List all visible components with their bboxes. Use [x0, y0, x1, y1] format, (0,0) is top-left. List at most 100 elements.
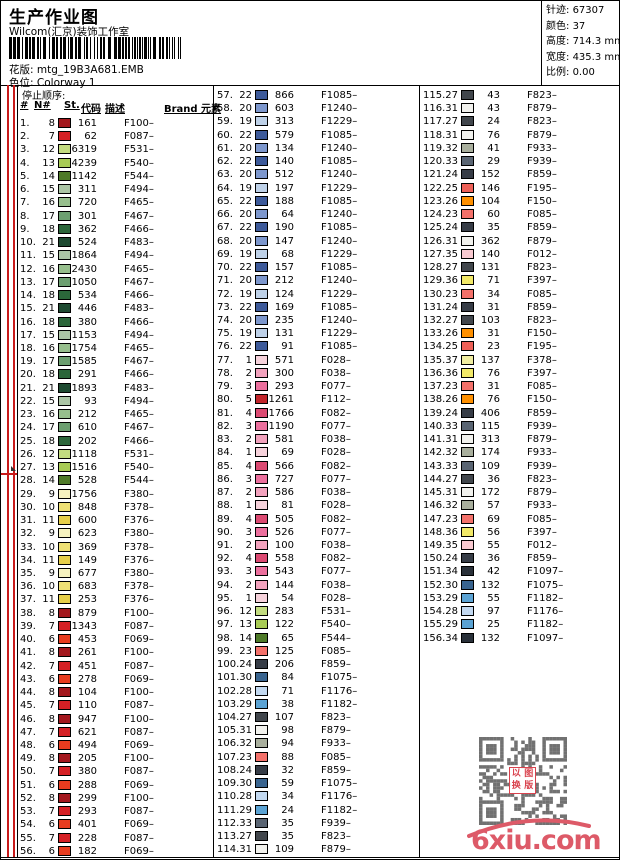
stop-number: 57. — [217, 90, 233, 101]
stitch-count: 313 — [274, 116, 294, 128]
color-swatch — [461, 209, 474, 220]
stamp-character: 以 — [511, 768, 521, 779]
color-swatch — [461, 90, 474, 100]
stitch-count: 621 — [77, 726, 97, 738]
thread-row: 107. 23 88 F085– — [214, 751, 419, 764]
stitch-count: 69 — [487, 513, 500, 525]
stitch-count: 206 — [274, 659, 294, 671]
thread-code: F087– — [124, 700, 154, 712]
needle-number: 19 — [239, 328, 252, 340]
stitch-count: 146 — [480, 182, 500, 194]
stop-number: 13. — [20, 276, 36, 288]
thread-code: F494– — [124, 395, 154, 407]
thread-code: F494– — [124, 329, 154, 341]
color-swatch — [461, 553, 474, 564]
color-swatch — [58, 290, 71, 301]
thread-row: 76. 22 91 F1085– — [214, 340, 419, 353]
needle-number: 11 — [42, 554, 55, 566]
barcode-bar — [139, 37, 141, 59]
color-swatch — [58, 475, 71, 486]
color-swatch — [58, 554, 71, 565]
thread-row: 41. 8 261 F100– — [17, 646, 213, 659]
needle-number: 9 — [48, 528, 55, 540]
color-swatch — [58, 607, 71, 618]
stop-number: 141. — [423, 434, 446, 446]
color-swatch — [461, 367, 474, 378]
stitch-count: 406 — [480, 407, 500, 419]
color-swatch — [58, 488, 71, 499]
header-code: 代码 — [81, 104, 101, 115]
thread-row: 40. 6 453 F069– — [17, 633, 213, 646]
stop-number: 39. — [20, 620, 36, 632]
stop-number: 94. — [217, 579, 233, 591]
stop-number: 137. — [423, 381, 446, 393]
stitch-count: 1190 — [268, 420, 294, 432]
color-swatch — [58, 223, 71, 234]
stitch-count: 76 — [487, 394, 500, 406]
barcode-bar — [70, 37, 73, 59]
thread-row: 59. 19 313 F1229– — [214, 115, 419, 128]
stitch-count: 1343 — [71, 620, 97, 632]
needle-number: 23 — [445, 288, 458, 300]
barcode-bar — [52, 37, 55, 59]
stop-number: 133. — [423, 328, 446, 340]
needle-number: 5 — [245, 394, 252, 406]
color-swatch — [461, 314, 474, 325]
stitch-count: 369 — [77, 541, 97, 553]
needle-number: 33 — [445, 420, 458, 432]
color-swatch — [461, 513, 474, 524]
stop-number: 76. — [217, 341, 233, 353]
thread-row: 22. 15 93 F494– — [17, 395, 213, 408]
stitch-count: 134 — [274, 142, 294, 154]
thread-code: F195– — [527, 341, 557, 353]
thread-row: 46. 8 947 F100– — [17, 713, 213, 726]
thread-code: F100– — [124, 792, 154, 804]
stitch-count: 174 — [480, 447, 500, 459]
needle-number: 14 — [42, 475, 55, 487]
thread-row: 98. 14 65 F544– — [214, 632, 419, 645]
stitch-count: 147 — [274, 235, 294, 247]
stitch-count: 288 — [77, 779, 97, 791]
color-swatch — [58, 845, 71, 856]
thread-code: F380– — [124, 567, 154, 579]
stop-number: 114. — [217, 844, 240, 856]
thread-code: F1240– — [321, 209, 358, 221]
color-swatch — [461, 460, 474, 471]
thread-code: F859– — [527, 407, 557, 419]
barcode-bar — [43, 37, 46, 59]
stop-number: 116. — [423, 103, 446, 115]
needle-number: 27 — [445, 262, 458, 274]
thread-row: 91. 2 100 F038– — [214, 539, 419, 552]
thread-code: F1085– — [321, 222, 358, 234]
thread-code: F1240– — [321, 275, 358, 287]
stop-number: 125. — [423, 222, 446, 234]
stop-number: 63. — [217, 169, 233, 181]
barcode-bar — [144, 37, 147, 59]
barcode-bar — [37, 37, 39, 59]
header-brand: Brand 元素 — [164, 104, 222, 115]
stop-number: 106. — [217, 738, 240, 750]
color-swatch — [255, 460, 268, 471]
thread-code: F465– — [124, 409, 154, 421]
stitch-count: 71 — [281, 685, 294, 697]
thread-code: F100– — [124, 753, 154, 765]
thread-row: 86. 3 727 F077– — [214, 473, 419, 486]
needle-number: 20 — [239, 275, 252, 287]
stitch-count: 278 — [77, 673, 97, 685]
studio-name: Wilcom(汇京)装饰工作室 — [9, 26, 130, 38]
needle-number: 21 — [42, 237, 55, 249]
stitch-count: 579 — [274, 129, 294, 141]
thread-row: 31. 11 600 F376– — [17, 514, 213, 527]
needle-number: 32 — [445, 500, 458, 512]
thread-row: 70. 22 157 F1085– — [214, 261, 419, 274]
stop-number: 24. — [20, 422, 36, 434]
stop-number: 38. — [20, 607, 36, 619]
thread-code: F376– — [124, 554, 154, 566]
thread-code: F085– — [527, 288, 557, 300]
needle-number: 29 — [239, 698, 252, 710]
color-swatch — [58, 647, 71, 658]
stop-number: 33. — [20, 541, 36, 553]
stop-number: 109. — [217, 778, 240, 790]
stop-number: 95. — [217, 592, 233, 604]
